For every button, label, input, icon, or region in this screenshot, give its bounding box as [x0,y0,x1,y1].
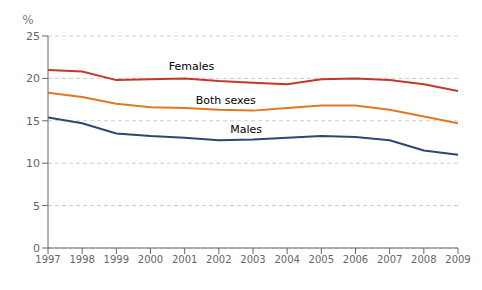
svg-text:15: 15 [26,115,40,128]
svg-text:0: 0 [33,242,40,255]
svg-text:Both sexes: Both sexes [196,94,256,107]
svg-text:20: 20 [26,72,40,85]
svg-text:2004: 2004 [274,254,299,265]
svg-text:1999: 1999 [104,254,129,265]
svg-text:5: 5 [33,200,40,213]
svg-text:2003: 2003 [240,254,265,265]
svg-text:2002: 2002 [206,254,231,265]
svg-text:2005: 2005 [309,254,334,265]
svg-text:2001: 2001 [172,254,197,265]
svg-text:2007: 2007 [377,254,402,265]
svg-text:2009: 2009 [445,254,470,265]
svg-text:2006: 2006 [343,254,368,265]
svg-text:25: 25 [26,30,40,43]
svg-text:Females: Females [169,60,215,73]
svg-text:1998: 1998 [69,254,94,265]
svg-text:2000: 2000 [138,254,163,265]
svg-text:%: % [22,13,33,27]
svg-text:10: 10 [26,157,40,170]
svg-text:1997: 1997 [35,254,60,265]
svg-text:Males: Males [230,123,262,136]
svg-text:2008: 2008 [411,254,436,265]
